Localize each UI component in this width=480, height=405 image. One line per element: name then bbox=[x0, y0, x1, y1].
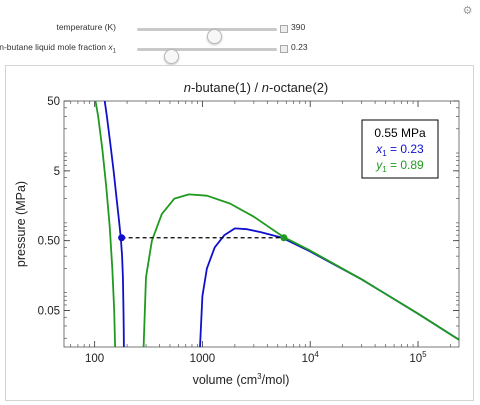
chart-title-part-3: n bbox=[262, 80, 269, 95]
y-tick-label: 0.50 bbox=[38, 236, 60, 248]
gear-icon[interactable]: ⚙ bbox=[462, 5, 473, 17]
legend-x1-text: = 0.23 bbox=[387, 142, 424, 156]
marker-point-2 bbox=[280, 234, 288, 242]
mole-fraction-plus-icon[interactable] bbox=[280, 45, 288, 53]
x-axis-label-sup: 3 bbox=[257, 372, 262, 381]
y-tick-label: 0.05 bbox=[38, 305, 60, 317]
plot-panel: n-butane(1) / n-octane(2) 100 1000 104 105 5… bbox=[5, 65, 474, 401]
legend-y1-text: = 0.89 bbox=[387, 158, 424, 172]
legend-y1-subscript: 1 bbox=[382, 165, 387, 174]
mole-fraction-subscript: 1 bbox=[112, 48, 116, 55]
series-curve-4 bbox=[142, 193, 460, 348]
mole-fraction-control: n-butane liquid mole fraction x1 0.23 bbox=[0, 41, 460, 64]
mole-fraction-slider-thumb[interactable] bbox=[163, 49, 179, 64]
series-curve-1 bbox=[103, 100, 125, 348]
markers bbox=[118, 234, 288, 242]
temperature-control: temperature (K) 390 bbox=[0, 21, 460, 44]
chart-title-part-1: n bbox=[184, 80, 191, 95]
chart-title-part-2: -butane(1) / bbox=[191, 80, 262, 95]
legend-x1-symbol: x bbox=[375, 142, 383, 156]
mole-fraction-slider[interactable] bbox=[137, 48, 277, 64]
chart-svg: n-butane(1) / n-octane(2) 100 1000 104 1055… bbox=[14, 80, 460, 387]
legend-pressure: 0.55 MPa bbox=[374, 126, 426, 140]
x-axis-label-post: /mol) bbox=[262, 373, 290, 387]
x-tick-label: 100 bbox=[85, 353, 104, 365]
x-axis-label: volume (cm3/mol) bbox=[193, 372, 290, 387]
legend-x1: x1 = 0.23 bbox=[375, 142, 424, 158]
series-curve-3 bbox=[94, 100, 116, 348]
marker-point-1 bbox=[118, 234, 126, 242]
mole-fraction-value: 0.23 bbox=[291, 42, 308, 52]
control-panel: temperature (K) 390 n-butane liquid mole… bbox=[0, 0, 480, 64]
legend-box: 0.55 MPa x1 = 0.23 y1 = 0.89 bbox=[361, 119, 439, 179]
x-tick-label: 105 bbox=[409, 350, 427, 365]
plot-frame bbox=[63, 100, 460, 348]
legend-y1: y1 = 0.89 bbox=[375, 158, 424, 174]
mole-fraction-symbol: x bbox=[108, 42, 113, 52]
chart-title-part-4: -octane(2) bbox=[269, 80, 328, 95]
x-tick-label: 1000 bbox=[190, 353, 216, 365]
series-curve-2 bbox=[199, 227, 460, 348]
temperature-label: temperature (K) bbox=[56, 22, 116, 32]
legend-frame bbox=[361, 119, 439, 179]
y-tick-label: 50 bbox=[47, 96, 60, 108]
x-axis-label-pre: volume (cm bbox=[193, 373, 258, 387]
temperature-slider-thumb[interactable] bbox=[207, 29, 222, 44]
axis-ticks: 100 1000 104 105 50 5 0.50 0.05 bbox=[38, 96, 459, 365]
curves bbox=[94, 100, 460, 348]
legend-x1-subscript: 1 bbox=[382, 149, 387, 158]
y-axis-label: pressure (MPa) bbox=[14, 181, 28, 267]
legend-y1-symbol: y bbox=[375, 158, 383, 172]
temperature-plus-icon[interactable] bbox=[280, 25, 288, 33]
chart-title: n-butane(1) / n-octane(2) bbox=[184, 80, 329, 95]
mole-fraction-label: n-butane liquid mole fraction x1 bbox=[0, 42, 116, 55]
temperature-slider[interactable] bbox=[137, 28, 277, 44]
x-tick-label: 104 bbox=[302, 350, 320, 365]
mole-fraction-label-text: n-butane liquid mole fraction bbox=[0, 42, 109, 52]
y-tick-label: 5 bbox=[54, 166, 60, 178]
temperature-value: 390 bbox=[291, 22, 306, 32]
